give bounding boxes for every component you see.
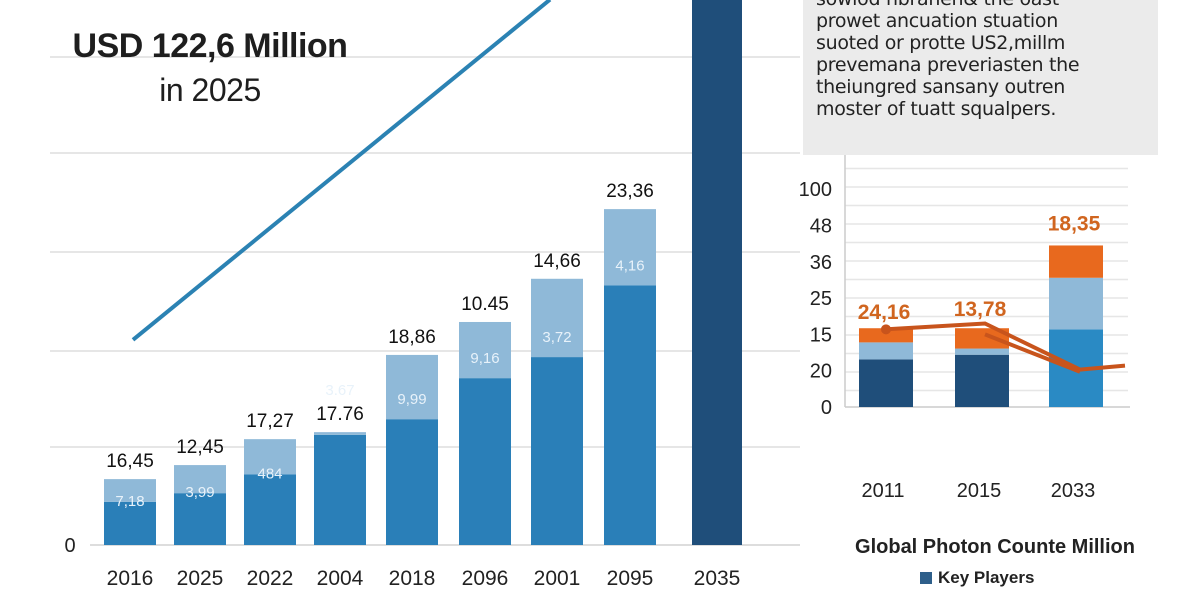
- bar-segment: [692, 0, 742, 546]
- note-line: prowet ancuation stuation: [816, 10, 1058, 32]
- bar-segment: [531, 278, 583, 358]
- bar-inner-label: 9,99: [397, 391, 426, 408]
- value-label: 24,16: [858, 301, 911, 324]
- trend-line: [131, 0, 552, 342]
- headline-line2: in 2025: [159, 72, 261, 108]
- bar-total-label: 17,27: [246, 411, 294, 432]
- bar-inner-label: 7,18: [115, 493, 144, 510]
- value-label: 13,78: [954, 298, 1007, 321]
- x-tick-label: 2035: [694, 567, 741, 590]
- bar-total-label: 12,45: [176, 437, 224, 458]
- bar-segment: [104, 479, 156, 502]
- bar-segment: [955, 328, 1009, 349]
- bar-segment: [386, 419, 438, 545]
- note-line: sowiod nbranen& the oast: [816, 0, 1158, 10]
- note-line: suoted or protte US2,millm: [816, 32, 1066, 54]
- bar-segment: [955, 354, 1009, 407]
- legend-swatch: [920, 572, 932, 584]
- bar-total-label: 23,36: [606, 181, 654, 202]
- note-line: prevemana preveriasten the: [816, 54, 1080, 76]
- x-tick-label: 2016: [107, 567, 154, 590]
- bar-segment: [314, 434, 366, 545]
- bar-segment: [386, 354, 438, 420]
- y-tick-label: 36: [810, 252, 832, 274]
- bar-segment: [244, 474, 296, 545]
- bar-inner-label: 3,99: [185, 484, 214, 501]
- y-tick-label: 0: [821, 397, 832, 419]
- trend-line: [984, 332, 1081, 374]
- x-tick-label: 2096: [462, 567, 509, 590]
- x-tick-label: 2022: [247, 567, 294, 590]
- value-label: 18,35: [1048, 212, 1101, 235]
- trend-line: [885, 321, 1126, 372]
- y-tick-label: 48: [810, 216, 832, 238]
- headline-line1: USD 122,6 Million: [72, 27, 348, 65]
- headline: USD 122,6 Million in 2025: [20, 24, 400, 112]
- x-tick-label: 2025: [177, 567, 224, 590]
- note-line: moster of tuatt squalpers.: [816, 98, 1057, 120]
- bar-total-label: 10.45: [461, 294, 509, 315]
- x-tick-label: 2033: [1051, 480, 1096, 502]
- bar-total-label: 16,45: [106, 451, 154, 472]
- trend-point: [881, 324, 891, 335]
- bar-total-label: 17.76: [316, 404, 364, 425]
- bar-segment: [859, 359, 913, 407]
- bar-inner-label: 4,16: [615, 257, 644, 274]
- description-box: sowiod nbranen& the oast prowet ancuatio…: [803, 0, 1158, 155]
- y-tick-label: 25: [810, 288, 832, 310]
- bar-segment: [314, 432, 366, 435]
- bar-segment: [1049, 245, 1103, 278]
- bar-segment: [604, 209, 656, 286]
- bar-segment: [244, 439, 296, 475]
- y-tick-label: 20: [810, 361, 832, 383]
- legend: Key Players: [920, 568, 1034, 588]
- bar-inner-label: 484: [257, 465, 282, 482]
- bar-segment: [955, 348, 1009, 355]
- bar-inner-label: 9,16: [470, 350, 499, 367]
- bar-segment: [174, 493, 226, 545]
- note-line: theiungred sansany outren: [816, 76, 1065, 98]
- x-tick-label: 2011: [861, 480, 904, 502]
- bar-segment: [459, 378, 511, 545]
- bar-segment: [531, 357, 583, 545]
- bar-total-label: 14,66: [533, 251, 581, 272]
- right-chart-title: Global Photon Counte Million: [855, 536, 1135, 558]
- x-tick-label: 2004: [317, 567, 364, 590]
- bar-segment: [459, 321, 511, 379]
- bar-segment: [604, 285, 656, 545]
- bar-inner-label: 3,72: [542, 329, 571, 346]
- bar-segment: [859, 328, 913, 343]
- legend-label: Key Players: [938, 568, 1035, 587]
- y-tick-label: 0: [64, 535, 75, 557]
- bar-segment: [859, 342, 913, 360]
- bar-segment: [104, 501, 156, 545]
- bar-inner-label: 3.67: [325, 382, 354, 399]
- y-tick-label: 100: [799, 179, 832, 201]
- x-tick-label: 2015: [957, 480, 1002, 502]
- bar-segment: [1049, 277, 1103, 330]
- y-tick-label: 15: [810, 324, 832, 346]
- x-tick-label: 2095: [607, 567, 654, 590]
- x-tick-label: 2001: [534, 567, 581, 590]
- bar-total-label: 18,86: [388, 327, 436, 348]
- x-tick-label: 2018: [389, 567, 436, 590]
- bar-segment: [174, 465, 226, 494]
